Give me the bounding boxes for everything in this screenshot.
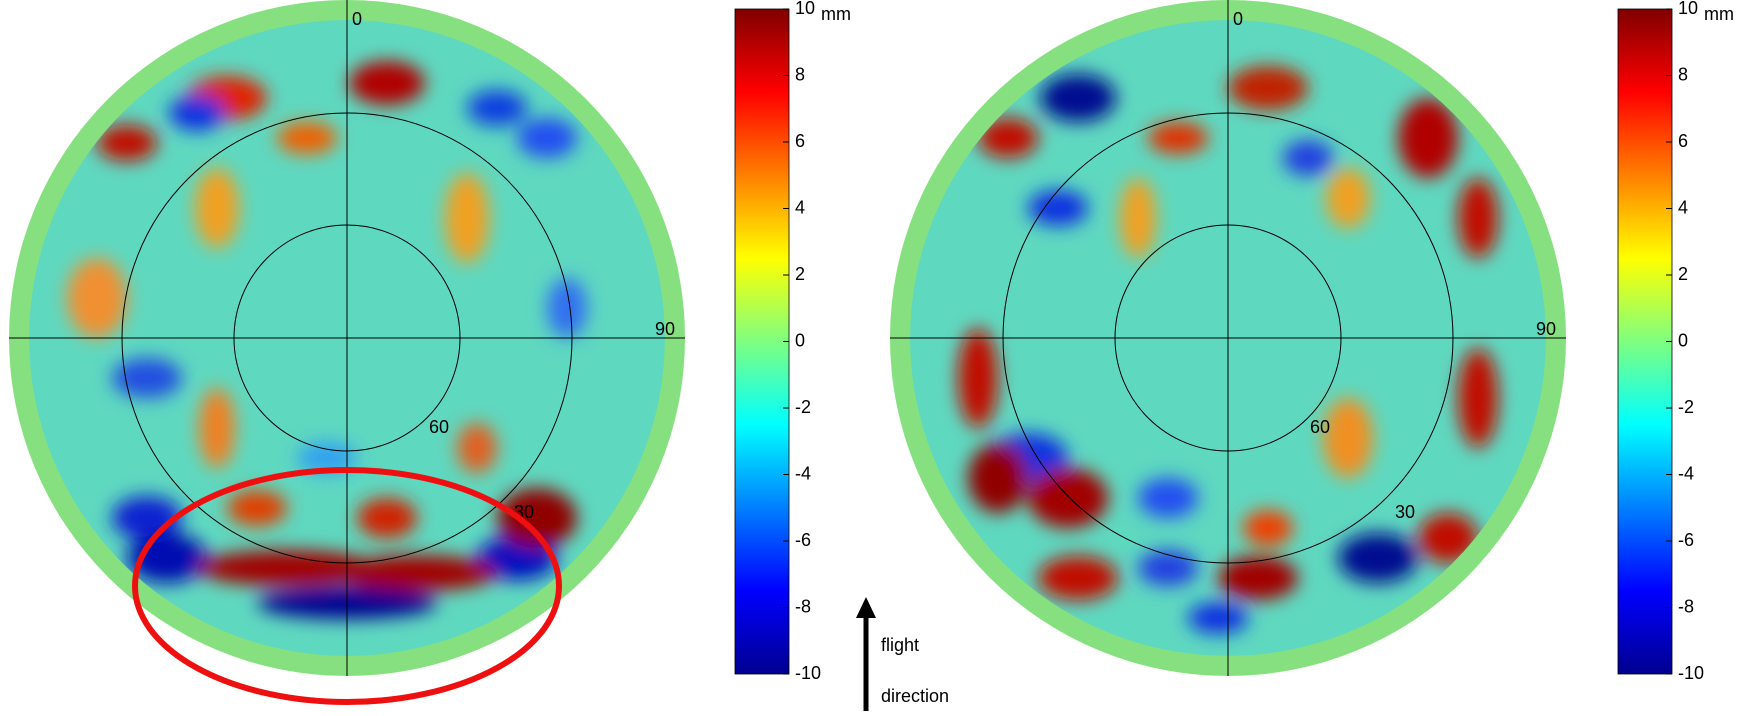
- colorbar-tick-label: 2: [795, 264, 805, 284]
- field-blob: [1458, 348, 1498, 448]
- field-blob: [1038, 556, 1118, 600]
- colorbar-tick-label: -8: [795, 596, 811, 616]
- colorbar-tick-label: 8: [795, 64, 805, 84]
- colorbar-tick-label: -4: [1678, 463, 1694, 483]
- field-blob: [337, 555, 497, 591]
- annotation: flight: [881, 635, 919, 655]
- field-blob: [968, 443, 1028, 513]
- field-blob: [1323, 398, 1373, 478]
- field-blob: [445, 173, 489, 263]
- field-blobs: [958, 66, 1498, 634]
- colorbar-unit: mm: [1704, 4, 1734, 24]
- field-blob: [1243, 510, 1293, 546]
- arrow-head: [856, 597, 876, 618]
- field-blob: [1283, 140, 1333, 176]
- field-blob: [1028, 190, 1088, 226]
- colorbar: [734, 8, 790, 675]
- colorbar-tick-label: -6: [1678, 530, 1694, 550]
- polar-label: 60: [429, 417, 449, 437]
- field-blob: [349, 61, 425, 105]
- colorbar-tick-label: -2: [795, 397, 811, 417]
- field-blob: [112, 358, 182, 398]
- colorbar: [1617, 8, 1673, 675]
- colorbar-tick-label: -4: [795, 463, 811, 483]
- field-blob: [497, 488, 577, 548]
- polar-label: 0: [1233, 9, 1243, 29]
- field-blob: [1138, 550, 1198, 586]
- field-blob: [1398, 98, 1458, 178]
- field-blob: [1028, 468, 1108, 528]
- field-blob: [1120, 178, 1156, 258]
- colorbar-tick-label: -8: [1678, 596, 1694, 616]
- colorbar-tick-label: -10: [795, 663, 821, 683]
- field-blob: [357, 498, 417, 538]
- colorbar-tick-label: 6: [795, 131, 805, 151]
- field-blob: [1148, 122, 1208, 154]
- field-blob: [67, 258, 127, 338]
- field-blob: [1218, 556, 1298, 600]
- field-blob: [1228, 66, 1308, 110]
- field-blob: [1188, 602, 1248, 634]
- field-blob: [197, 550, 377, 586]
- field-blob: [97, 125, 157, 161]
- field-blob: [227, 490, 287, 526]
- polar-label: 60: [1310, 417, 1330, 437]
- field-blob: [517, 118, 577, 158]
- field-blob: [1418, 513, 1478, 563]
- field-blob: [457, 423, 497, 473]
- polar-label: 30: [1395, 502, 1415, 522]
- field-blob: [467, 90, 527, 126]
- colorbar-tick-label: 6: [1678, 131, 1688, 151]
- field-blob: [958, 328, 998, 428]
- colorbar-tick-label: 10: [1678, 0, 1698, 18]
- field-blob: [1040, 74, 1116, 122]
- annotation: direction: [881, 686, 949, 706]
- colorbar-tick-label: 0: [795, 330, 805, 350]
- polar-label: 90: [1536, 319, 1556, 339]
- field-blob: [277, 122, 337, 154]
- colorbar-unit: mm: [821, 4, 851, 24]
- field-blob: [978, 118, 1038, 158]
- field-blob: [1326, 168, 1370, 228]
- field-blob: [1458, 178, 1498, 258]
- field-blob: [199, 388, 235, 468]
- colorbar-tick-label: -10: [1678, 663, 1704, 683]
- field-blob: [195, 168, 239, 248]
- field-blob: [547, 278, 587, 338]
- colorbar-tick-label: 8: [1678, 64, 1688, 84]
- colorbar-tick-label: 10: [795, 0, 815, 18]
- colorbar-tick-label: 4: [795, 197, 805, 217]
- field-blob: [297, 442, 357, 474]
- field-blob: [1138, 478, 1198, 518]
- colorbar-tick-label: -2: [1678, 397, 1694, 417]
- highlight-ellipse: [132, 467, 562, 705]
- colorbar-tick-label: 2: [1678, 264, 1688, 284]
- field-blobs: [67, 61, 587, 619]
- field-blob: [169, 95, 225, 131]
- colorbar-tick-label: -6: [795, 530, 811, 550]
- field-blob: [1338, 533, 1418, 583]
- polar-label: 90: [655, 319, 675, 339]
- polar-label: 0: [352, 9, 362, 29]
- colorbar-tick-label: 4: [1678, 197, 1688, 217]
- colorbar-tick-label: 0: [1678, 330, 1688, 350]
